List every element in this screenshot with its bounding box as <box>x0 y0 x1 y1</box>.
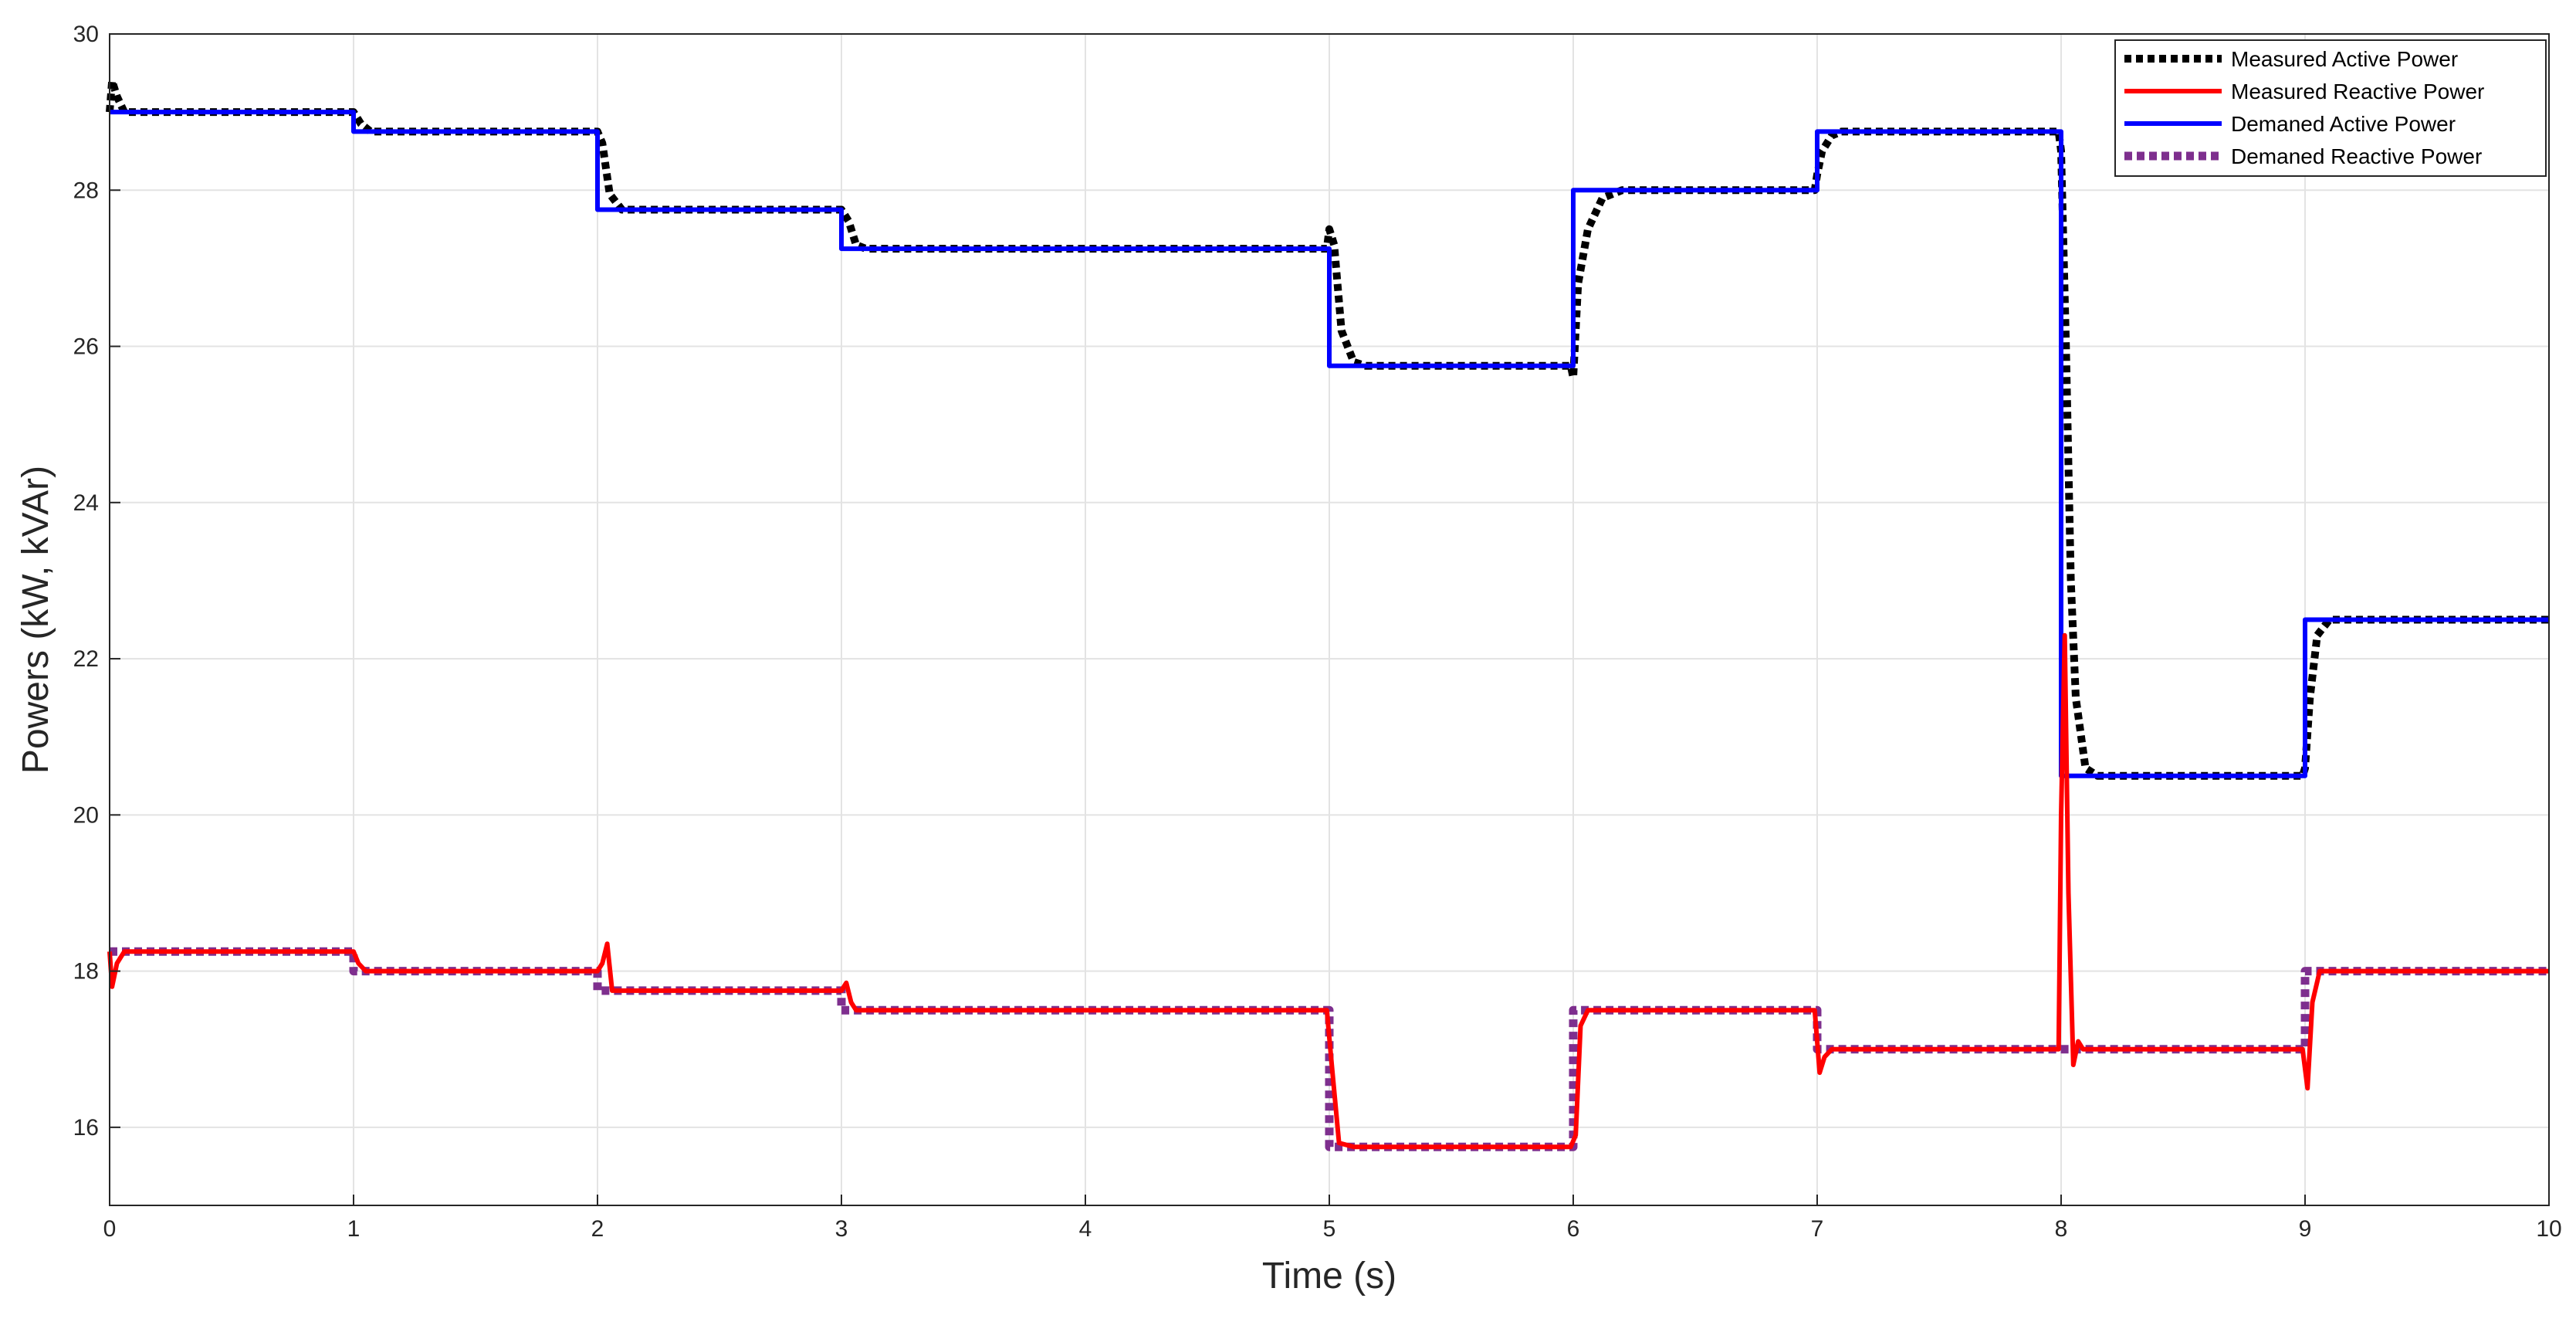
x-tick-label: 2 <box>591 1216 604 1242</box>
x-tick-label: 1 <box>347 1216 361 1242</box>
y-tick-label: 30 <box>73 22 99 47</box>
series-line-2 <box>110 110 2549 778</box>
x-axis-label: Time (s) <box>1262 1256 1396 1297</box>
legend-label-2: Demaned Active Power <box>2231 112 2456 136</box>
legend-label-1: Measured Reactive Power <box>2231 80 2484 103</box>
x-tick-label: 3 <box>835 1216 848 1242</box>
legend-label-0: Measured Active Power <box>2231 47 2458 71</box>
series-line-1 <box>107 632 2549 1150</box>
legend-label-3: Demaned Reactive Power <box>2231 144 2482 168</box>
legend: Measured Active Power Measured Reactive P… <box>2114 39 2547 177</box>
y-tick-label: 24 <box>73 490 99 516</box>
y-tick-label: 28 <box>73 178 99 203</box>
x-tick-label: 10 <box>2536 1216 2561 1242</box>
x-tick-label: 5 <box>1323 1216 1336 1242</box>
x-tick-label: 4 <box>1079 1216 1092 1242</box>
x-tick-label: 8 <box>2055 1216 2068 1242</box>
x-tick-label: 9 <box>2299 1216 2312 1242</box>
y-tick-label: 16 <box>73 1115 99 1141</box>
axis-ticks: 0 1 2 3 4 5 6 7 8 9 10 16 18 20 22 24 26 28 30 <box>73 22 2562 1242</box>
y-tick-label: 26 <box>73 334 99 360</box>
plot-series <box>106 76 2549 1151</box>
y-tick-label: 20 <box>73 802 99 828</box>
x-tick-label: 7 <box>1811 1216 1824 1242</box>
y-axis-label: Powers (kW, kVAr) <box>15 466 56 774</box>
y-tick-label: 18 <box>73 959 99 985</box>
x-tick-label: 6 <box>1567 1216 1580 1242</box>
x-tick-label: 0 <box>103 1216 117 1242</box>
y-tick-label: 22 <box>73 646 99 672</box>
